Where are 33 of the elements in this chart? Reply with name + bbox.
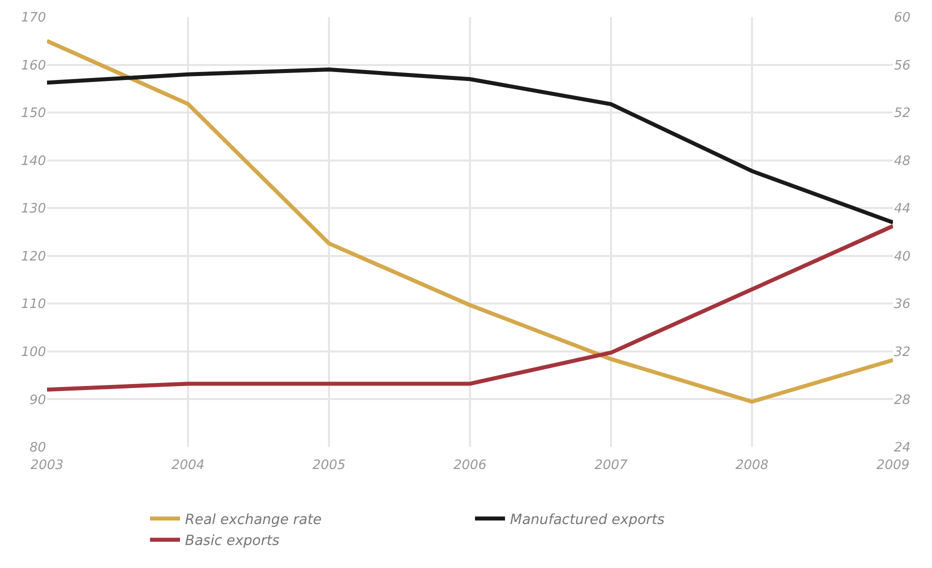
x-tick-label: 2006 [453,458,487,473]
y2-tick-label: 60 [894,10,911,26]
y-tick-label: 80 [29,440,46,456]
y2-tick-label: 40 [894,249,911,264]
y2-tick-label: 44 [894,202,911,217]
line-series [47,38,893,404]
x-tick-label: 2008 [735,458,769,473]
y2-tick-label: 36 [894,297,911,312]
x-tick-label: 2007 [594,458,628,473]
y2-tick-label: 24 [894,440,911,456]
y-tick-label: 110 [21,297,46,312]
y-tick-label: 120 [21,249,46,264]
y-tick-label: 150 [21,106,46,122]
y2-tick-label: 28 [894,392,911,408]
y-tick-label: 160 [21,58,46,74]
x-tick-label: 2004 [171,458,205,473]
y-tick-label: 90 [29,392,46,408]
x-tick-label: 2005 [312,458,346,473]
line-series [47,224,893,392]
x-tick-label: 2009 [876,458,910,473]
y2-tick-label: 56 [894,58,911,74]
y2-tick-label: 32 [894,344,911,360]
legend-label: Real exchange rate [185,512,322,528]
y-tick-label: 140 [21,154,46,169]
y-tick-label: 130 [21,202,46,217]
legend-label: Basic exports [185,533,280,550]
line-series [47,68,893,224]
x-tick-label: 2003 [30,458,64,473]
y2-tick-label: 48 [894,154,911,169]
legend-label: Manufactured exports [510,512,665,528]
y-tick-label: 100 [21,344,46,360]
y2-tick-label: 52 [894,106,911,122]
y-tick-label: 170 [21,10,46,26]
